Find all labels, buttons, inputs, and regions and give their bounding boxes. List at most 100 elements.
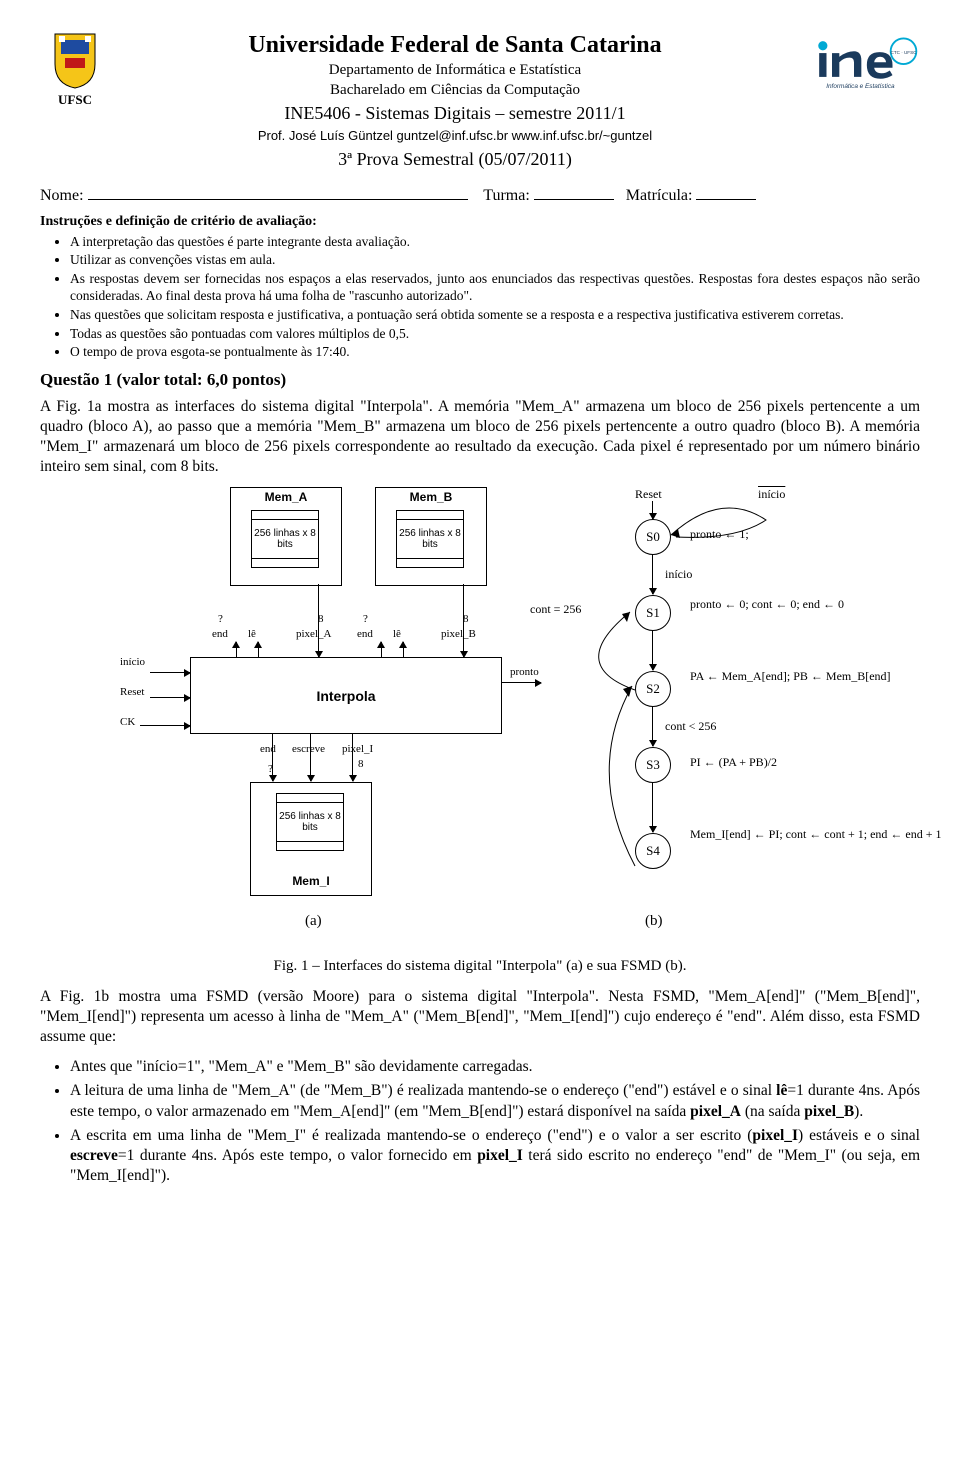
state-s1: S1	[635, 595, 671, 631]
inst-item: Nas questões que solicitam resposta e ju…	[70, 306, 920, 324]
turma-blank[interactable]	[534, 199, 614, 200]
inst-item: Todas as questões são pontuadas com valo…	[70, 325, 920, 343]
question1-title: Questão 1 (valor total: 6,0 pontos)	[40, 369, 920, 391]
wire	[652, 706, 653, 746]
contlt256: cont < 256	[665, 719, 716, 735]
label-a: (a)	[305, 912, 322, 932]
diagram-b: Reset início S0 pronto ← 1; início S1 pr…	[580, 487, 840, 947]
matricula-blank[interactable]	[696, 199, 756, 200]
wire	[652, 501, 653, 519]
mem-i-box: 256 linhas x 8 bits Mem_I	[250, 782, 372, 896]
sig-le2: lê	[393, 627, 401, 641]
university-name: Universidade Federal de Santa Catarina	[110, 30, 800, 61]
professor: Prof. José Luís Güntzel guntzel@inf.ufsc…	[110, 128, 800, 145]
s3-out: PI ← (PA + PB)/2	[690, 755, 777, 771]
mem-a-inner: 256 linhas x 8 bits	[251, 510, 319, 568]
ufsc-text: UFSC	[58, 92, 92, 109]
header: UFSC Universidade Federal de Santa Catar…	[40, 30, 920, 176]
assumption-item: A escrita em uma linha de "Mem_I" é real…	[70, 1126, 920, 1186]
wire	[140, 725, 190, 726]
inst-item: Utilizar as convenções vistas em aula.	[70, 251, 920, 269]
wire	[150, 697, 190, 698]
diagram-a: Mem_A 256 linhas x 8 bits Mem_B 256 linh…	[120, 487, 540, 947]
inst-item: A interpretação das questões é parte int…	[70, 233, 920, 251]
sig-le: lê	[248, 627, 256, 641]
ine-logo-icon: CTC · UFSC Informática e Estatística	[810, 30, 920, 100]
wire	[318, 584, 319, 657]
mem-i-inner: 256 linhas x 8 bits	[276, 793, 344, 851]
sig-escreve: escreve	[292, 742, 325, 756]
sig-reset: Reset	[120, 685, 144, 699]
s2-out: PA ← Mem_A[end]; PB ← Mem_B[end]	[690, 669, 891, 683]
s4-out: Mem_I[end] ← PI; cont ← cont + 1; end ← …	[690, 827, 942, 841]
sig-inicio: início	[120, 655, 145, 669]
program: Bacharelado em Ciências da Computação	[110, 81, 800, 101]
assumptions-list: Antes que "início=1", "Mem_A" e "Mem_B" …	[40, 1057, 920, 1186]
interpola-label: Interpola	[316, 687, 375, 705]
wire	[463, 584, 464, 657]
wire	[652, 554, 653, 594]
back-loop-icon	[600, 671, 650, 871]
assumption-item: A leitura de uma linha de "Mem_A" (de "M…	[70, 1081, 920, 1121]
fsmd-reset: Reset	[635, 487, 662, 503]
nome-blank[interactable]	[88, 199, 468, 200]
name-fields: Nome: Turma: Matrícula:	[40, 186, 920, 207]
wire	[352, 733, 353, 781]
s1-out: pronto ← 0; cont ← 0; end ← 0	[690, 597, 844, 613]
sig-8c: 8	[358, 757, 364, 771]
label-b: (b)	[645, 912, 663, 932]
mem-b-inner: 256 linhas x 8 bits	[396, 510, 464, 568]
para2: A Fig. 1b mostra uma FSMD (versão Moore)…	[40, 987, 920, 1047]
state-s0: S0	[635, 519, 671, 555]
fsmd-inicio: início	[665, 567, 692, 583]
wire	[501, 682, 541, 683]
mem-b-box: Mem_B 256 linhas x 8 bits	[375, 487, 487, 586]
sig-end3: end	[260, 742, 276, 756]
figure-caption: Fig. 1 – Interfaces do sistema digital "…	[40, 957, 920, 977]
mem-i-label: Mem_I	[251, 874, 371, 890]
interpola-box: Interpola	[190, 657, 502, 734]
assumption-item: Antes que "início=1", "Mem_A" e "Mem_B" …	[70, 1057, 920, 1077]
fsmd-inicio-bar: início	[758, 487, 785, 503]
wire	[150, 672, 190, 673]
instructions-list: A interpretação das questões é parte int…	[40, 233, 920, 361]
wire	[652, 782, 653, 832]
matricula-label: Matrícula:	[626, 187, 693, 204]
wire	[310, 733, 311, 781]
mem-b-label: Mem_B	[410, 490, 453, 504]
s0-out: pronto ← 1;	[690, 527, 749, 543]
question1-para1: A Fig. 1a mostra as interfaces do sistem…	[40, 397, 920, 478]
sig-pixelI: pixel_I	[342, 742, 373, 756]
course: INE5406 - Sistemas Digitais – semestre 2…	[110, 102, 800, 125]
wire	[381, 642, 382, 657]
ine-logo: CTC · UFSC Informática e Estatística	[800, 30, 920, 107]
sig-pixelA: pixel_A	[296, 627, 331, 641]
figure-1: Mem_A 256 linhas x 8 bits Mem_B 256 linh…	[40, 487, 920, 947]
wire	[258, 642, 259, 657]
instructions-title: Instruções e definição de critério de av…	[40, 213, 920, 231]
header-center: Universidade Federal de Santa Catarina D…	[110, 30, 800, 176]
sig-q2: ?	[363, 612, 368, 626]
inst-item: As respostas devem ser fornecidas nos es…	[70, 270, 920, 305]
sig-end: end	[212, 627, 228, 641]
sig-ck: CK	[120, 715, 135, 729]
exam-title: 3ª Prova Semestral (05/07/2011)	[110, 148, 800, 171]
svg-text:Informática e Estatística: Informática e Estatística	[826, 83, 895, 90]
inst-item: O tempo de prova esgota-se pontualmente …	[70, 343, 920, 361]
sig-pixelB: pixel_B	[441, 627, 476, 641]
mem-a-label: Mem_A	[265, 490, 308, 504]
sig-q: ?	[218, 612, 223, 626]
mem-b-size: 256 linhas x 8 bits	[397, 528, 463, 550]
wire	[652, 630, 653, 670]
mem-a-box: Mem_A 256 linhas x 8 bits	[230, 487, 342, 586]
sig-pronto: pronto	[510, 665, 539, 679]
wire	[272, 733, 273, 781]
wire	[236, 642, 237, 657]
shield-icon	[51, 30, 99, 90]
nome-label: Nome:	[40, 187, 84, 204]
svg-text:CTC · UFSC: CTC · UFSC	[891, 50, 918, 55]
sig-end2: end	[357, 627, 373, 641]
mem-a-size: 256 linhas x 8 bits	[252, 528, 318, 550]
mem-i-size: 256 linhas x 8 bits	[277, 811, 343, 833]
turma-label: Turma:	[483, 187, 530, 204]
